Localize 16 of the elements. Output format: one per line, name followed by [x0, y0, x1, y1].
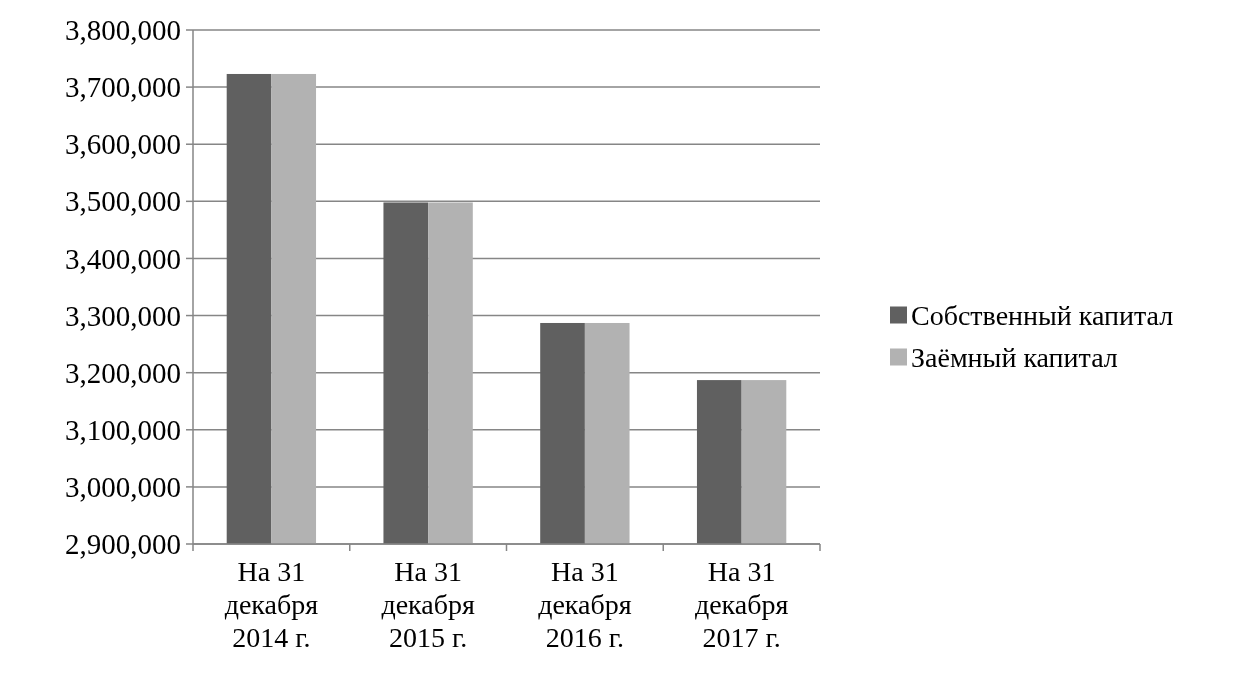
y-tick-label: 3,200,000: [65, 356, 181, 389]
y-tick-label: 3,000,000: [65, 471, 181, 504]
y-tick-label: 3,300,000: [65, 299, 181, 332]
legend-label: Заёмный капитал: [911, 342, 1118, 374]
y-tick-label: 3,700,000: [65, 71, 181, 104]
x-tick-label: На 31 декабря 2016 г.: [538, 556, 632, 653]
x-tick-label: На 31 декабря 2017 г.: [694, 556, 789, 653]
y-tick-label: 3,600,000: [65, 128, 181, 161]
x-tick-label: На 31 декабря 2014 г.: [224, 556, 319, 653]
y-tick-label: 3,400,000: [65, 242, 181, 275]
y-tick-label: 2,900,000: [65, 528, 181, 561]
x-tick-label: На 31 декабря 2015 г.: [381, 556, 475, 653]
y-tick-label: 3,500,000: [65, 185, 181, 218]
y-tick-label: 3,100,000: [65, 413, 181, 446]
y-tick-label: 3,800,000: [65, 14, 181, 47]
legend-label: Собственный капитал: [911, 300, 1174, 332]
